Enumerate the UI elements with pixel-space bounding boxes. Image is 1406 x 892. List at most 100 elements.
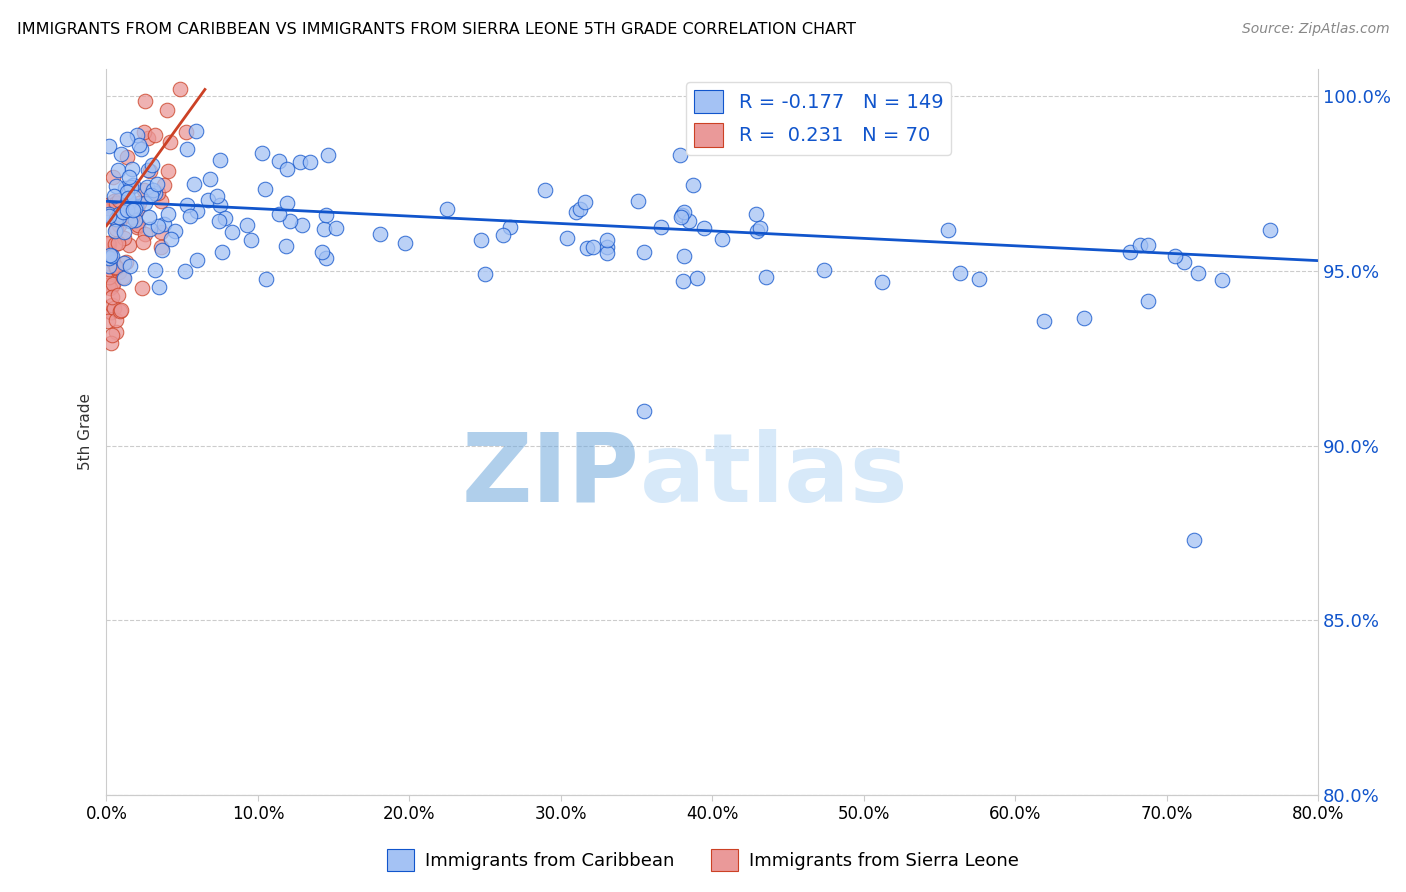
Point bbox=[198, 171, 221, 186]
Point bbox=[150, 194, 173, 208]
Point bbox=[125, 199, 148, 213]
Point bbox=[101, 278, 124, 293]
Point bbox=[274, 239, 297, 253]
Point bbox=[134, 95, 156, 109]
Point bbox=[131, 280, 153, 294]
Point bbox=[129, 142, 152, 156]
Point bbox=[1118, 245, 1140, 260]
Point bbox=[149, 225, 172, 239]
Point bbox=[269, 207, 291, 221]
Point bbox=[103, 301, 125, 315]
Point bbox=[669, 210, 692, 224]
Point bbox=[693, 220, 716, 235]
Point bbox=[813, 263, 835, 277]
Point bbox=[118, 259, 141, 273]
Point bbox=[100, 305, 122, 319]
Point bbox=[139, 188, 162, 202]
Point bbox=[101, 255, 124, 269]
Point bbox=[121, 178, 143, 193]
Point bbox=[288, 155, 311, 169]
Point bbox=[110, 147, 132, 161]
Point bbox=[110, 303, 132, 318]
Point bbox=[132, 235, 155, 249]
Point bbox=[1182, 533, 1205, 547]
Point bbox=[582, 240, 605, 254]
Point bbox=[316, 148, 339, 162]
Point bbox=[672, 249, 695, 263]
Point bbox=[115, 203, 138, 218]
Point bbox=[276, 196, 298, 211]
Point bbox=[98, 259, 121, 273]
Point bbox=[128, 137, 150, 152]
Point bbox=[1173, 255, 1195, 269]
Point bbox=[124, 202, 146, 217]
Point bbox=[208, 153, 231, 168]
Point bbox=[97, 249, 120, 263]
Point bbox=[672, 274, 695, 288]
Point bbox=[186, 253, 208, 268]
Point bbox=[197, 194, 219, 208]
Point bbox=[208, 198, 231, 212]
Point bbox=[143, 128, 166, 142]
Point bbox=[314, 221, 336, 235]
Point bbox=[150, 243, 173, 257]
Point bbox=[239, 233, 262, 247]
Point bbox=[105, 260, 128, 275]
Point bbox=[98, 237, 121, 252]
Point bbox=[120, 180, 142, 194]
Point bbox=[104, 222, 127, 236]
Point bbox=[1137, 293, 1160, 308]
Point bbox=[125, 202, 148, 217]
Point bbox=[118, 169, 141, 184]
Point bbox=[103, 194, 125, 208]
Point bbox=[107, 162, 129, 177]
Point bbox=[105, 261, 128, 276]
Legend: Immigrants from Caribbean, Immigrants from Sierra Leone: Immigrants from Caribbean, Immigrants fr… bbox=[380, 842, 1026, 879]
Point bbox=[134, 125, 156, 139]
Point bbox=[112, 269, 135, 284]
Point bbox=[394, 236, 416, 251]
Point bbox=[134, 196, 156, 211]
Point bbox=[152, 178, 174, 193]
Text: IMMIGRANTS FROM CARIBBEAN VS IMMIGRANTS FROM SIERRA LEONE 5TH GRADE CORRELATION : IMMIGRANTS FROM CARIBBEAN VS IMMIGRANTS … bbox=[17, 22, 856, 37]
Point bbox=[152, 217, 174, 231]
Point bbox=[98, 248, 121, 262]
Point bbox=[121, 211, 143, 225]
Point bbox=[1258, 223, 1281, 237]
Point bbox=[315, 208, 337, 222]
Point bbox=[214, 211, 236, 226]
Point bbox=[280, 214, 302, 228]
Point bbox=[117, 197, 139, 211]
Point bbox=[156, 164, 179, 178]
Point bbox=[122, 202, 145, 217]
Point bbox=[290, 218, 312, 232]
Point bbox=[936, 223, 959, 237]
Text: Source: ZipAtlas.com: Source: ZipAtlas.com bbox=[1241, 22, 1389, 37]
Point bbox=[949, 266, 972, 280]
Point bbox=[98, 245, 121, 260]
Point bbox=[98, 262, 121, 277]
Point bbox=[101, 277, 124, 291]
Point bbox=[117, 150, 139, 164]
Point bbox=[125, 128, 148, 143]
Point bbox=[596, 245, 619, 260]
Point bbox=[754, 270, 776, 285]
Point bbox=[107, 288, 129, 302]
Point bbox=[112, 256, 135, 270]
Point bbox=[121, 199, 143, 213]
Point bbox=[157, 207, 180, 221]
Point bbox=[633, 244, 655, 259]
Point bbox=[669, 148, 692, 162]
Point bbox=[169, 82, 191, 96]
Point bbox=[114, 181, 136, 195]
Point bbox=[108, 219, 131, 233]
Point bbox=[101, 170, 124, 185]
Point bbox=[682, 178, 704, 192]
Point bbox=[176, 143, 198, 157]
Point bbox=[98, 281, 121, 295]
Point bbox=[97, 202, 120, 216]
Text: atlas: atlas bbox=[640, 429, 908, 522]
Point bbox=[870, 275, 893, 289]
Point bbox=[205, 189, 228, 203]
Point bbox=[633, 404, 655, 418]
